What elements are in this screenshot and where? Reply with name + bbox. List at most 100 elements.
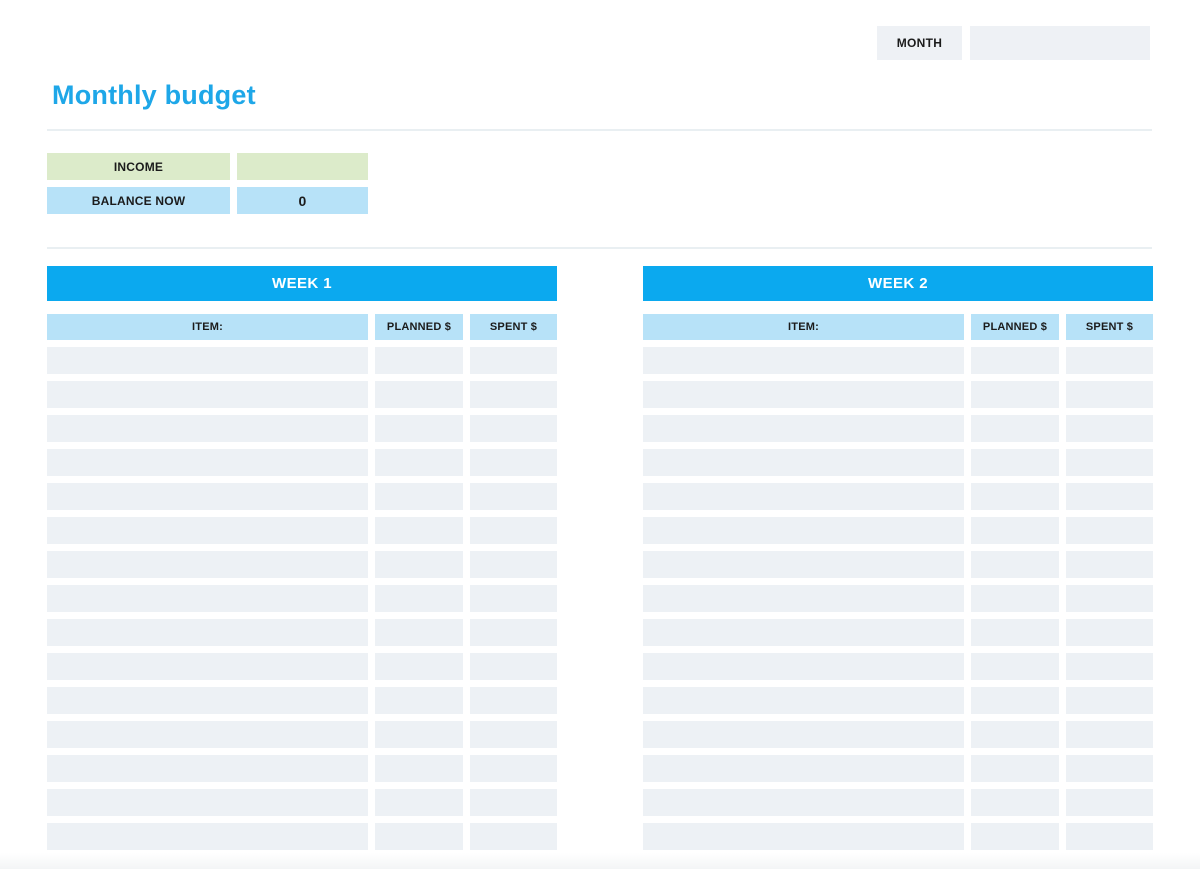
item-cell[interactable] — [643, 551, 964, 578]
spent-cell[interactable] — [1066, 619, 1153, 646]
item-cell[interactable] — [643, 381, 964, 408]
planned-cell[interactable] — [971, 449, 1059, 476]
item-cell[interactable] — [643, 449, 964, 476]
spent-cell[interactable] — [1066, 789, 1153, 816]
spent-cell[interactable] — [470, 551, 557, 578]
planned-cell[interactable] — [375, 551, 463, 578]
week1-header: WEEK 1 — [47, 266, 557, 301]
spent-cell[interactable] — [1066, 755, 1153, 782]
planned-cell[interactable] — [971, 381, 1059, 408]
week1-column-headers: ITEM: PLANNED $ SPENT $ — [47, 314, 557, 340]
item-cell[interactable] — [643, 823, 964, 850]
spent-cell[interactable] — [1066, 347, 1153, 374]
item-cell[interactable] — [643, 347, 964, 374]
item-cell[interactable] — [47, 653, 368, 680]
spent-cell[interactable] — [470, 483, 557, 510]
planned-cell[interactable] — [375, 619, 463, 646]
planned-cell[interactable] — [971, 721, 1059, 748]
spent-cell[interactable] — [470, 381, 557, 408]
item-cell[interactable] — [47, 551, 368, 578]
planned-cell[interactable] — [971, 823, 1059, 850]
spent-cell[interactable] — [470, 687, 557, 714]
spent-cell[interactable] — [470, 789, 557, 816]
spent-column-header: SPENT $ — [1066, 314, 1153, 340]
item-cell[interactable] — [643, 585, 964, 612]
planned-cell[interactable] — [375, 585, 463, 612]
item-cell[interactable] — [47, 755, 368, 782]
item-cell[interactable] — [643, 517, 964, 544]
spent-cell[interactable] — [470, 619, 557, 646]
balance-now-value: 0 — [237, 187, 368, 214]
spent-cell[interactable] — [1066, 415, 1153, 442]
spent-cell[interactable] — [1066, 551, 1153, 578]
planned-cell[interactable] — [375, 789, 463, 816]
month-label: MONTH — [877, 26, 962, 60]
spent-cell[interactable] — [1066, 653, 1153, 680]
page-bottom-shadow — [0, 853, 1200, 869]
planned-cell[interactable] — [375, 483, 463, 510]
spent-cell[interactable] — [470, 347, 557, 374]
planned-cell[interactable] — [971, 347, 1059, 374]
planned-cell[interactable] — [375, 381, 463, 408]
item-cell[interactable] — [47, 585, 368, 612]
item-cell[interactable] — [47, 449, 368, 476]
item-cell[interactable] — [47, 415, 368, 442]
spent-cell[interactable] — [470, 585, 557, 612]
item-cell[interactable] — [47, 483, 368, 510]
spent-cell[interactable] — [470, 449, 557, 476]
planned-cell[interactable] — [375, 653, 463, 680]
spent-cell[interactable] — [1066, 449, 1153, 476]
planned-cell[interactable] — [971, 755, 1059, 782]
spent-cell[interactable] — [1066, 483, 1153, 510]
spent-cell[interactable] — [1066, 687, 1153, 714]
week2-table: WEEK 2 ITEM: PLANNED $ SPENT $ — [643, 266, 1153, 850]
item-cell[interactable] — [47, 721, 368, 748]
planned-cell[interactable] — [375, 415, 463, 442]
item-cell[interactable] — [47, 381, 368, 408]
income-value-field[interactable] — [237, 153, 368, 180]
spent-cell[interactable] — [1066, 381, 1153, 408]
item-cell[interactable] — [47, 517, 368, 544]
spent-cell[interactable] — [470, 653, 557, 680]
spent-cell[interactable] — [1066, 823, 1153, 850]
item-cell[interactable] — [47, 619, 368, 646]
planned-cell[interactable] — [375, 721, 463, 748]
planned-cell[interactable] — [375, 823, 463, 850]
item-cell[interactable] — [643, 687, 964, 714]
item-cell[interactable] — [643, 721, 964, 748]
spent-column-header: SPENT $ — [470, 314, 557, 340]
item-cell[interactable] — [643, 619, 964, 646]
item-cell[interactable] — [643, 483, 964, 510]
spent-cell[interactable] — [1066, 585, 1153, 612]
spent-cell[interactable] — [470, 721, 557, 748]
item-cell[interactable] — [643, 653, 964, 680]
planned-cell[interactable] — [971, 415, 1059, 442]
planned-cell[interactable] — [375, 755, 463, 782]
spent-cell[interactable] — [470, 517, 557, 544]
planned-cell[interactable] — [375, 517, 463, 544]
spent-cell[interactable] — [470, 823, 557, 850]
planned-cell[interactable] — [375, 347, 463, 374]
planned-cell[interactable] — [375, 687, 463, 714]
item-cell[interactable] — [47, 823, 368, 850]
item-cell[interactable] — [47, 347, 368, 374]
item-cell[interactable] — [643, 755, 964, 782]
month-value-field[interactable] — [970, 26, 1150, 60]
planned-cell[interactable] — [971, 483, 1059, 510]
planned-cell[interactable] — [971, 619, 1059, 646]
spent-cell[interactable] — [1066, 517, 1153, 544]
spent-cell[interactable] — [1066, 721, 1153, 748]
planned-cell[interactable] — [971, 517, 1059, 544]
planned-cell[interactable] — [971, 551, 1059, 578]
planned-cell[interactable] — [971, 585, 1059, 612]
item-cell[interactable] — [643, 415, 964, 442]
planned-cell[interactable] — [971, 789, 1059, 816]
item-cell[interactable] — [47, 789, 368, 816]
spent-cell[interactable] — [470, 415, 557, 442]
item-cell[interactable] — [47, 687, 368, 714]
planned-cell[interactable] — [971, 687, 1059, 714]
planned-cell[interactable] — [375, 449, 463, 476]
item-cell[interactable] — [643, 789, 964, 816]
planned-cell[interactable] — [971, 653, 1059, 680]
spent-cell[interactable] — [470, 755, 557, 782]
